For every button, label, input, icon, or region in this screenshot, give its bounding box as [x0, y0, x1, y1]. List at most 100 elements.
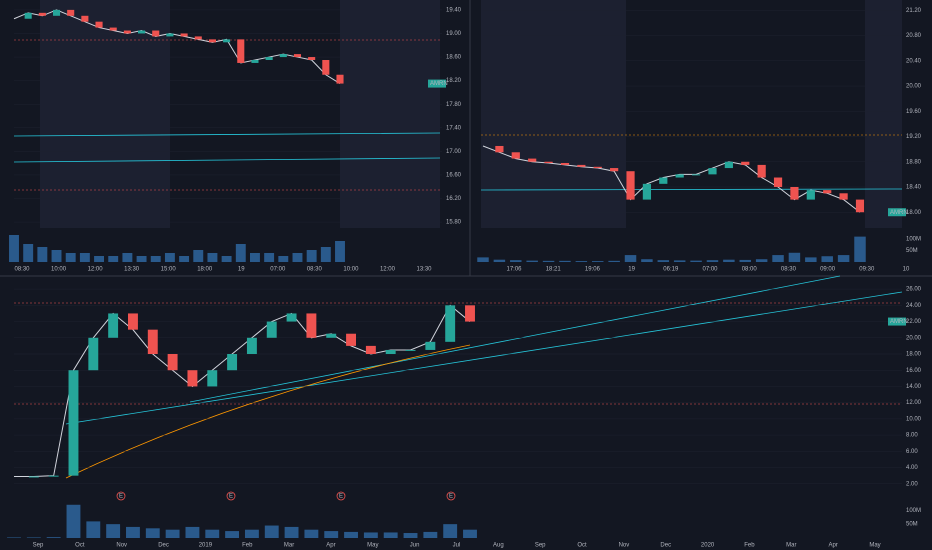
- x-tick-label: Dec: [158, 543, 169, 549]
- x-tick-label: Feb: [242, 543, 253, 549]
- volume-bar: [463, 529, 477, 538]
- volume-bar: [193, 250, 204, 262]
- candle: [346, 333, 356, 346]
- candle: [24, 12, 32, 19]
- candle: [81, 15, 89, 22]
- volume-bar: [122, 253, 133, 262]
- candle: [68, 370, 79, 476]
- session-shade: [865, 0, 902, 228]
- candle: [187, 370, 198, 387]
- candle: [675, 174, 684, 178]
- candle: [28, 476, 39, 478]
- candle: [708, 168, 717, 175]
- volume-bar: [235, 244, 246, 262]
- volume-bar: [805, 257, 817, 262]
- y-tick-label: 16.00: [906, 368, 922, 374]
- volume-bar: [37, 247, 48, 262]
- volume-bar: [608, 260, 620, 262]
- x-tick-label: 19: [238, 267, 245, 273]
- candle: [659, 177, 668, 184]
- x-tick-label: 07:00: [270, 267, 286, 273]
- candle: [194, 36, 202, 40]
- y-tick-label: 26.00: [906, 287, 922, 293]
- volume-bar: [9, 235, 19, 262]
- volume-bar: [207, 253, 218, 262]
- symbol-chip: AMRN: [890, 210, 908, 216]
- volume-bar: [179, 256, 190, 262]
- volume-bar: [344, 531, 358, 538]
- candle: [246, 337, 257, 354]
- volume-bar: [854, 236, 866, 262]
- candle: [123, 30, 131, 34]
- volume-bar: [324, 531, 339, 538]
- x-tick-label: 19: [628, 267, 635, 273]
- y-tick-label: 8.00: [906, 433, 918, 439]
- volume-tick-label: 100M: [906, 237, 921, 243]
- y-tick-label: 24.00: [906, 303, 922, 309]
- candle: [326, 333, 337, 338]
- candle: [465, 305, 475, 322]
- trend-line: [189, 275, 841, 403]
- candle: [152, 30, 160, 37]
- y-tick-label: 10.00: [906, 416, 922, 422]
- earnings-marker: [446, 491, 456, 501]
- volume-bar: [292, 253, 303, 262]
- y-tick-label: 20.00: [906, 335, 922, 341]
- candle: [109, 27, 117, 31]
- volume-bar: [641, 259, 653, 262]
- earnings-marker: [336, 491, 346, 501]
- volume-bar: [304, 529, 319, 538]
- volume-bar: [164, 253, 175, 262]
- x-tick-label: Sep: [535, 543, 546, 549]
- y-tick-label: 20.00: [906, 84, 922, 90]
- volume-bar: [108, 256, 119, 262]
- x-tick-label: Oct: [577, 543, 587, 549]
- candle: [128, 313, 138, 330]
- candle: [223, 39, 231, 43]
- x-tick-label: Nov: [116, 543, 127, 549]
- candle: [265, 57, 273, 60]
- earnings-label: E: [339, 494, 343, 500]
- volume-bar: [821, 256, 833, 262]
- volume-bar: [66, 504, 81, 538]
- x-tick-label: Feb: [744, 543, 755, 549]
- x-tick-label: 15:00: [161, 267, 177, 273]
- trend-line: [13, 157, 441, 163]
- candle: [147, 329, 158, 354]
- y-tick-label: 22.00: [906, 319, 922, 325]
- volume-tick-label: 50M: [906, 522, 918, 528]
- volume-bar: [477, 257, 489, 262]
- candle: [626, 171, 635, 200]
- volume-bar: [624, 255, 637, 262]
- y-tick-label: 14.00: [906, 384, 922, 390]
- x-tick-label: 10:00: [343, 267, 359, 273]
- candle: [227, 354, 238, 371]
- volume-bar: [383, 532, 398, 538]
- candle: [642, 183, 652, 200]
- candle: [306, 313, 317, 338]
- candle: [385, 349, 396, 354]
- volume-bar: [755, 259, 768, 262]
- y-tick-label: 21.20: [906, 8, 922, 14]
- candle: [790, 186, 799, 200]
- x-tick-label: 13:30: [416, 267, 432, 273]
- volume-bar: [264, 525, 279, 538]
- trend-line: [65, 291, 903, 425]
- x-tick-label: Aug: [493, 543, 504, 549]
- x-tick-label: May: [367, 543, 378, 549]
- x-tick-label: 18:21: [546, 267, 562, 273]
- earnings-marker: [226, 491, 236, 501]
- volume-bar: [542, 260, 555, 262]
- volume-bar: [837, 255, 850, 262]
- candle: [322, 60, 330, 75]
- volume-bar: [739, 259, 751, 262]
- volume-bar: [7, 537, 21, 538]
- x-tick-label: 18:00: [197, 267, 213, 273]
- x-tick-label: Jun: [410, 543, 420, 549]
- volume-tick-label: 100M: [906, 508, 921, 514]
- volume-bar: [559, 260, 571, 262]
- x-tick-label: Apr: [828, 543, 837, 549]
- y-tick-label: 18.80: [906, 159, 922, 165]
- x-tick-label: Dec: [660, 543, 671, 549]
- y-tick-label: 15.80: [446, 220, 462, 226]
